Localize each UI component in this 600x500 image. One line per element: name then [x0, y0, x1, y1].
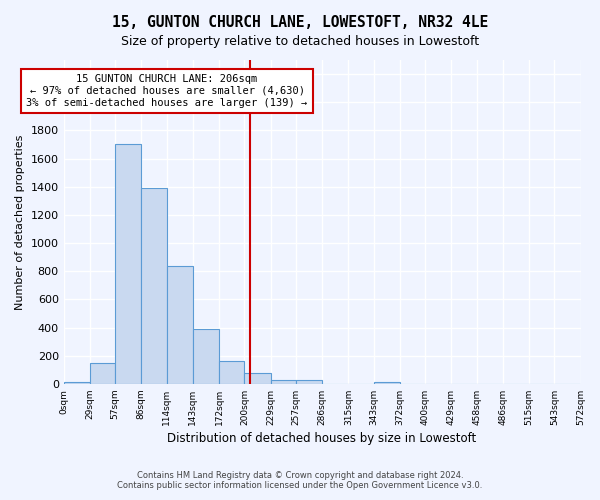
Text: 15, GUNTON CHURCH LANE, LOWESTOFT, NR32 4LE: 15, GUNTON CHURCH LANE, LOWESTOFT, NR32 … — [112, 15, 488, 30]
Bar — [271, 380, 296, 384]
Bar — [219, 360, 244, 384]
Bar — [193, 329, 219, 384]
Bar — [244, 374, 271, 384]
Y-axis label: Number of detached properties: Number of detached properties — [15, 134, 25, 310]
Bar — [90, 362, 115, 384]
Bar — [115, 144, 142, 384]
Text: Size of property relative to detached houses in Lowestoft: Size of property relative to detached ho… — [121, 35, 479, 48]
Bar — [167, 266, 193, 384]
Text: Contains HM Land Registry data © Crown copyright and database right 2024.
Contai: Contains HM Land Registry data © Crown c… — [118, 470, 482, 490]
Bar — [142, 188, 167, 384]
Bar — [296, 380, 322, 384]
Text: 15 GUNTON CHURCH LANE: 206sqm
← 97% of detached houses are smaller (4,630)
3% of: 15 GUNTON CHURCH LANE: 206sqm ← 97% of d… — [26, 74, 308, 108]
Bar — [374, 382, 400, 384]
X-axis label: Distribution of detached houses by size in Lowestoft: Distribution of detached houses by size … — [167, 432, 477, 445]
Bar — [64, 382, 90, 384]
